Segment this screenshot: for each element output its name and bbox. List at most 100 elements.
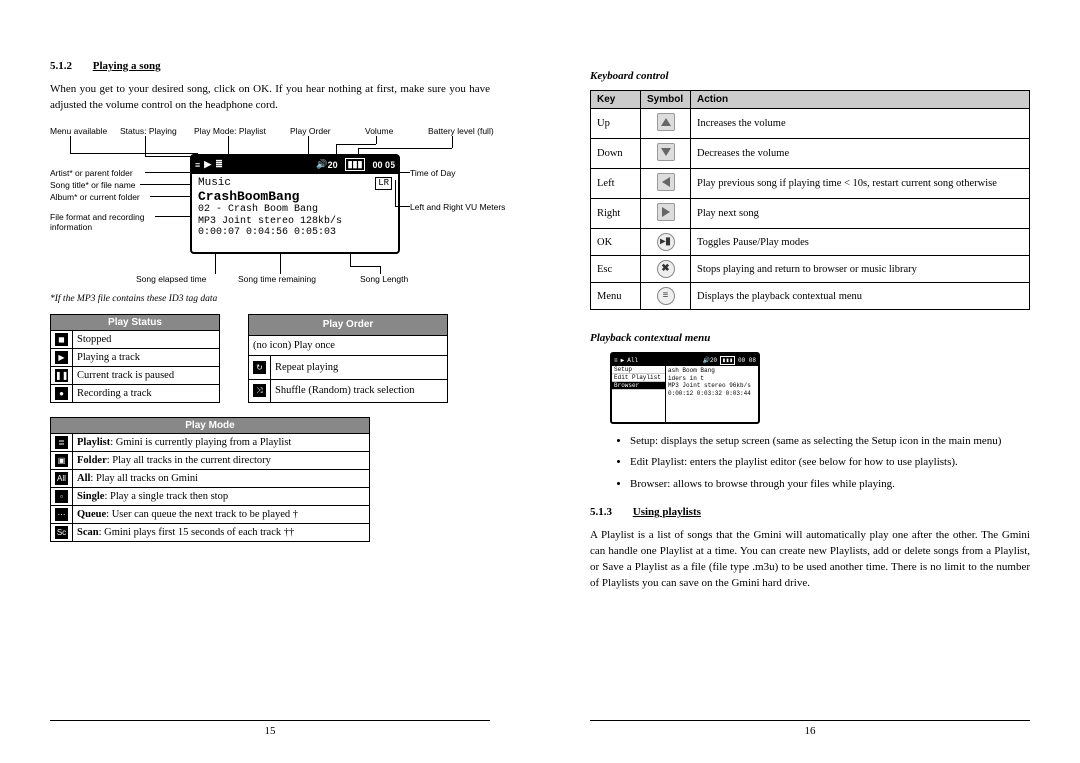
section-title: Playing a song	[93, 60, 161, 72]
list-item: Browser: allows to browse through your f…	[630, 477, 1030, 492]
col-header: Action	[691, 91, 1030, 109]
diagram-label: Song elapsed time	[136, 274, 206, 284]
page-number: 16	[805, 725, 816, 737]
section-heading: 5.1.2 Playing a song	[50, 60, 490, 72]
diagram-label: Time of Day	[410, 168, 456, 178]
symbol-cell	[641, 199, 691, 229]
diagram-label: Status: Playing	[120, 126, 177, 136]
arrow-right-icon	[657, 203, 675, 221]
close-icon: ✖	[657, 260, 675, 278]
footnote: *If the MP3 file contains these ID3 tag …	[50, 294, 490, 304]
ctx-info: ash Boom Bang iders in t MP3 Joint stere…	[666, 366, 758, 422]
diagram-label: Song time remaining	[238, 274, 316, 284]
page-left: 5.1.2 Playing a song When you get to you…	[0, 0, 540, 763]
status-order-tables: Play Status ◼Stopped ▶Playing a track ❚❚…	[50, 314, 490, 403]
stop-icon: ◼	[55, 333, 68, 346]
arrow-up-icon	[657, 113, 675, 131]
arrow-down-icon	[657, 143, 675, 161]
key-cell: Left	[591, 169, 641, 199]
mode-icon: ⋯	[55, 508, 68, 521]
action-cell: Displays the playback contextual menu	[691, 283, 1030, 310]
table-header: Play Mode	[51, 417, 370, 433]
time-line: 0:00:07 0:04:56 0:05:03	[198, 227, 392, 239]
key-cell: OK	[591, 229, 641, 256]
page-number: 15	[265, 725, 276, 737]
arrow-left-icon	[657, 173, 675, 191]
menu-icon: ≡	[195, 160, 200, 170]
table-cell: Playlist: Gmini is currently playing fro…	[73, 433, 370, 451]
table-cell: Stopped	[73, 330, 220, 348]
col-header: Symbol	[641, 91, 691, 109]
list-item: Edit Playlist: enters the playlist edito…	[630, 455, 1030, 470]
mode-icon: Sc	[55, 526, 68, 539]
diagram-label: Volume	[365, 126, 393, 136]
col-header: Key	[591, 91, 641, 109]
diagram-label: Song title* or file name	[50, 180, 136, 190]
table-cell: Playing a track	[73, 348, 220, 366]
play-mode-table: Play Mode ≣ Playlist: Gmini is currently…	[50, 417, 370, 542]
key-cell: Menu	[591, 283, 641, 310]
list-item: Setup: displays the setup screen (same a…	[630, 434, 1030, 449]
key-cell: Down	[591, 139, 641, 169]
shuffle-icon: ⤨	[253, 384, 266, 397]
diagram-label: Left and Right VU Meters	[410, 202, 505, 212]
diagram-label: Album* or current folder	[50, 192, 140, 202]
subheading: Keyboard control	[590, 70, 1030, 82]
bullet-list: Setup: displays the setup screen (same a…	[630, 434, 1030, 492]
lcd-diagram: Menu available Status: Playing Play Mode…	[50, 126, 490, 286]
symbol-cell	[641, 109, 691, 139]
table-cell: Shuffle (Random) track selection	[271, 379, 448, 402]
intro-paragraph: When you get to your desired song, click…	[50, 82, 490, 114]
format-line: MP3 Joint stereo 128kb/s	[198, 216, 392, 228]
table-cell: Repeat playing	[271, 356, 448, 379]
diagram-label: Song Length	[360, 274, 408, 284]
action-cell: Play next song	[691, 199, 1030, 229]
table-cell: Current track is paused	[73, 366, 220, 384]
diagram-label: Play Order	[290, 126, 331, 136]
lcd-screen: ≡ ▶ ≣ 🔊 20 ▮▮▮ 00 05 Music LR CrashBoomBa…	[190, 154, 400, 254]
body-paragraph: A Playlist is a list of songs that the G…	[590, 528, 1030, 592]
key-cell: Right	[591, 199, 641, 229]
keyboard-table: Key Symbol Action Up Increases the volum…	[590, 90, 1030, 310]
table-cell: All: Play all tracks on Gmini	[73, 469, 370, 487]
table-cell: (no icon) Play once	[249, 335, 448, 356]
key-cell: Esc	[591, 256, 641, 283]
repeat-icon: ↻	[253, 361, 266, 374]
action-cell: Toggles Pause/Play modes	[691, 229, 1030, 256]
clock-text: 00 05	[372, 160, 395, 170]
footer-rule	[50, 720, 490, 721]
ctx-menu: SetupEdit PlaylistBrowser	[612, 366, 666, 422]
symbol-cell: ≡	[641, 283, 691, 310]
table-cell: Recording a track	[73, 384, 220, 402]
album-line: 02 - Crash Boom Bang	[198, 204, 392, 216]
table-cell: Folder: Play all tracks in the current d…	[73, 451, 370, 469]
table-cell: Scan: Gmini plays first 15 seconds of ea…	[73, 523, 370, 541]
context-menu-screenshot: ≡▶All 🔊20 ▮▮▮ 00 08 SetupEdit PlaylistBr…	[610, 352, 760, 424]
diagram-label: Menu available	[50, 126, 107, 136]
table-header: Play Order	[249, 314, 448, 335]
playmode-icon: ≣	[215, 159, 223, 170]
artist-line: Music	[198, 177, 231, 190]
key-cell: Up	[591, 109, 641, 139]
diagram-label: Play Mode: Playlist	[194, 126, 266, 136]
action-cell: Increases the volume	[691, 109, 1030, 139]
action-cell: Play previous song if playing time < 10s…	[691, 169, 1030, 199]
symbol-cell	[641, 169, 691, 199]
symbol-cell: ✖	[641, 256, 691, 283]
lcd-statusbar: ≡ ▶ ≣ 🔊 20 ▮▮▮ 00 05	[192, 156, 398, 174]
section-number: 5.1.2	[50, 60, 72, 72]
volume-icon: 🔊 20	[316, 159, 337, 170]
diagram-label: Artist* or parent folder	[50, 168, 133, 178]
title-line: CrashBoomBang	[198, 190, 392, 205]
mode-icon: ▣	[55, 454, 68, 467]
table-cell: Queue: User can queue the next track to …	[73, 505, 370, 523]
symbol-cell	[641, 139, 691, 169]
play-status-icon: ▶	[204, 159, 211, 170]
ctx-statusbar: ≡▶All 🔊20 ▮▮▮ 00 08	[612, 354, 758, 366]
action-cell: Decreases the volume	[691, 139, 1030, 169]
play-order-table: Play Order (no icon) Play once ↻ Repeat p…	[248, 314, 448, 403]
record-icon: ●	[55, 387, 68, 400]
menu-icon: ≡	[657, 287, 675, 305]
vu-label: LR	[375, 177, 392, 190]
mode-icon: All	[55, 472, 68, 485]
